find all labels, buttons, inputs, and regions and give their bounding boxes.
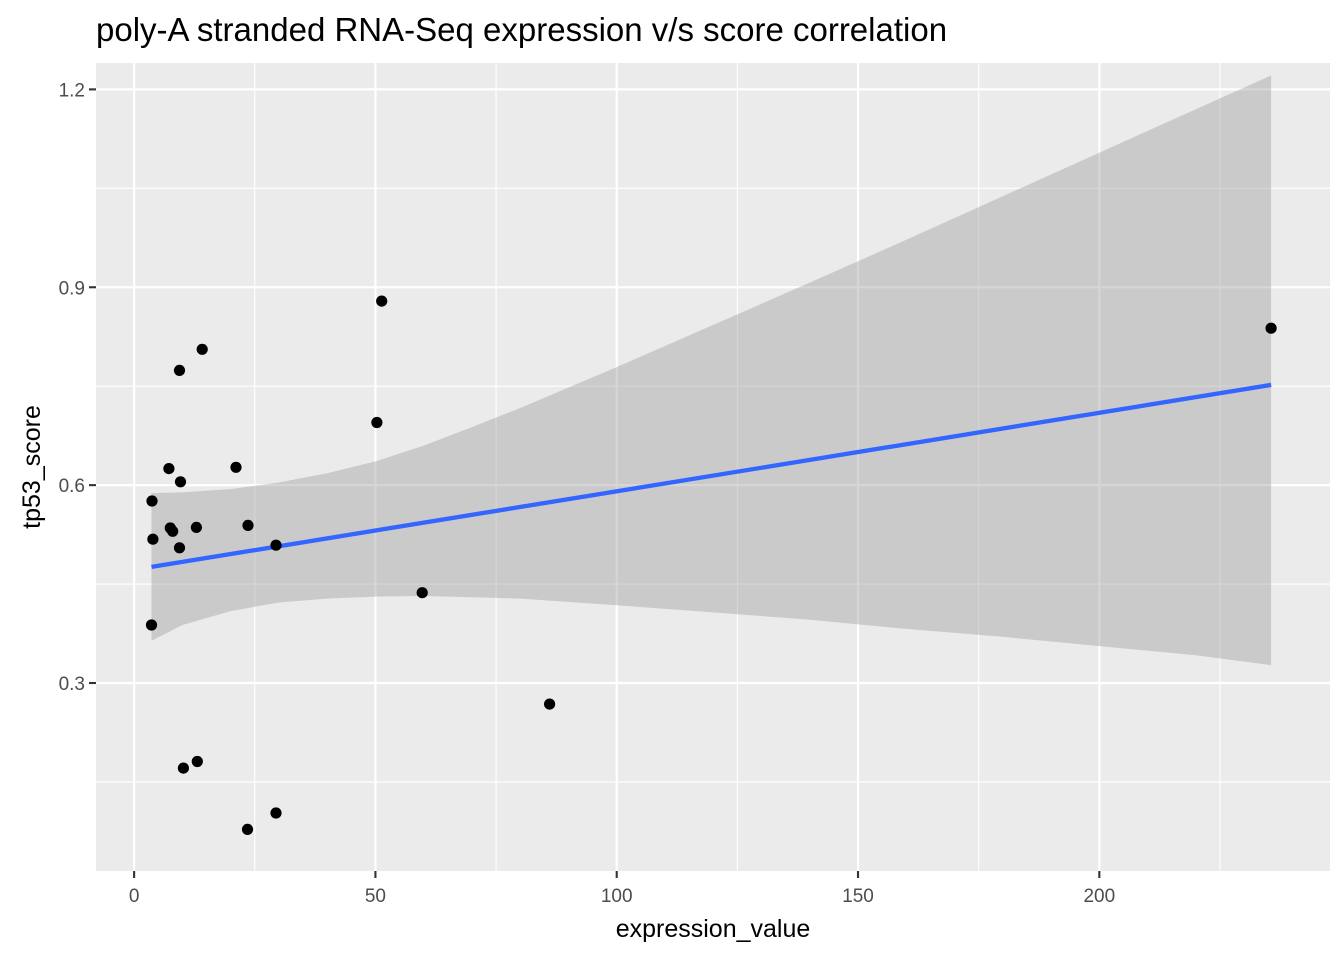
x-tick-label: 150	[842, 886, 874, 907]
data-point	[270, 539, 282, 551]
data-point	[177, 762, 189, 774]
data-point	[242, 519, 254, 532]
data-point	[196, 343, 208, 355]
data-point	[173, 542, 186, 554]
data-point	[146, 495, 158, 507]
x-axis-title: expression_value	[616, 915, 811, 943]
minor-grid	[96, 63, 1330, 871]
data-point	[145, 619, 158, 631]
confidence-band-layer	[151, 75, 1272, 666]
data-point	[163, 463, 175, 475]
data-point	[544, 698, 556, 710]
data-point	[191, 755, 203, 768]
y-tick-label: 0.6	[59, 476, 85, 497]
data-point	[190, 521, 202, 534]
data-point	[270, 807, 282, 819]
x-tick-label: 200	[1083, 886, 1115, 907]
y-tick-label: 0.3	[59, 674, 85, 695]
data-point	[230, 461, 242, 473]
data-point	[376, 295, 388, 307]
points-layer	[145, 295, 1277, 836]
x-tick-label: 100	[601, 886, 633, 907]
plot-panel	[96, 63, 1330, 871]
data-point	[416, 587, 428, 599]
data-point	[371, 416, 383, 429]
data-point	[167, 525, 179, 537]
regression-line	[151, 382, 1272, 570]
x-tick-label: 0	[129, 886, 140, 907]
x-tick-label: 50	[365, 886, 386, 907]
x-axis: 0 50 100 150 200	[129, 871, 1115, 907]
data-point	[174, 476, 187, 488]
data-point	[173, 364, 186, 376]
y-tick-label: 1.2	[59, 80, 85, 101]
data-point	[1265, 322, 1277, 334]
data-point	[147, 533, 159, 545]
y-axis-title: tp53_score	[18, 405, 46, 529]
confidence-band	[151, 75, 1272, 666]
y-axis: 0.3 0.6 0.9 1.2	[59, 80, 96, 695]
fit-line-layer	[151, 382, 1272, 570]
major-grid	[96, 63, 1330, 871]
y-tick-label: 0.9	[59, 278, 85, 299]
chart-title: poly-A stranded RNA-Seq expression v/s s…	[96, 11, 947, 48]
data-point	[241, 823, 254, 836]
